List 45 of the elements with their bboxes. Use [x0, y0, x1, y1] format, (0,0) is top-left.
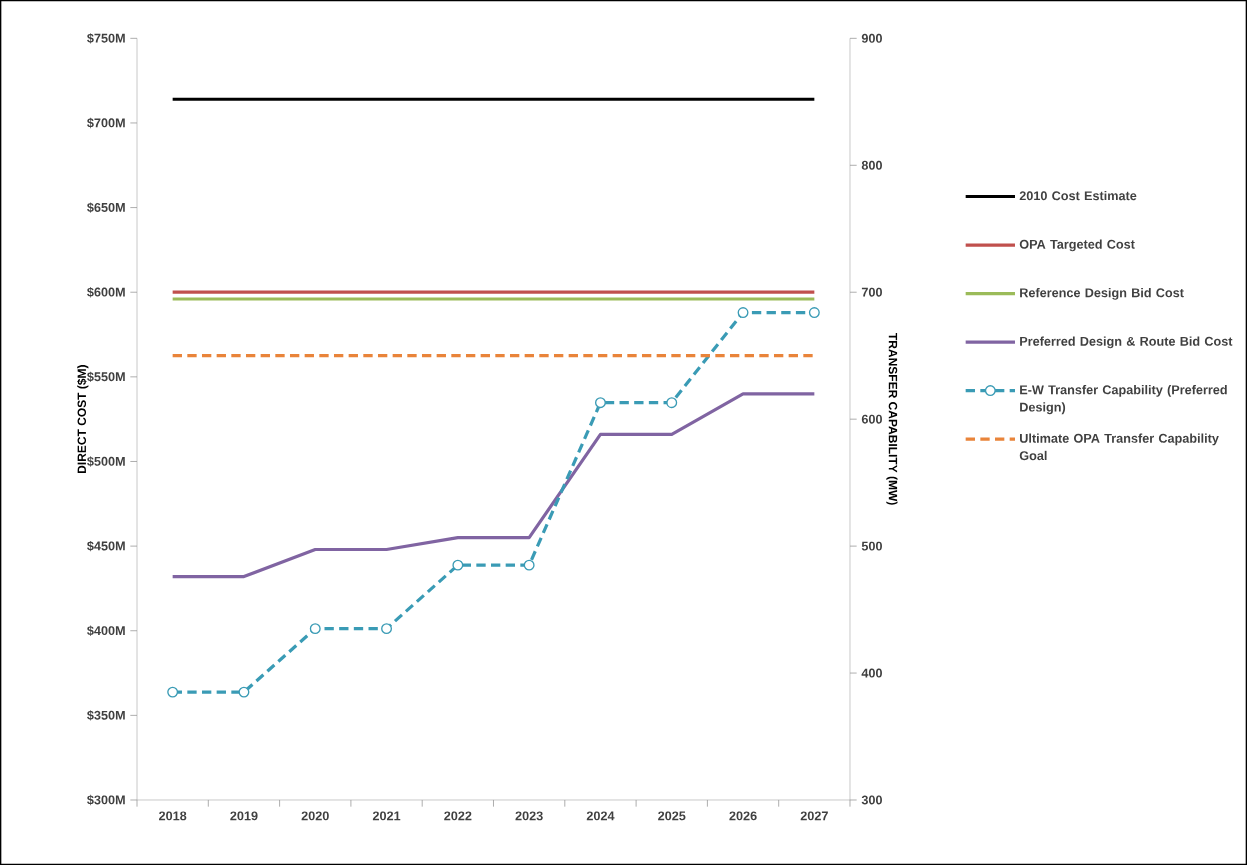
- y2-tick-label: 300: [861, 795, 882, 805]
- point: [238, 686, 250, 698]
- y2-tick-label: 400: [861, 668, 882, 678]
- x-tick-label: 2026: [729, 811, 757, 821]
- y-tick-label: $750M: [87, 33, 125, 44]
- x-tick-label: 2025: [658, 811, 686, 821]
- x-tick-label: 2018: [159, 811, 187, 821]
- y-tick-label: $450M: [87, 540, 125, 552]
- y-tick-label: $700M: [87, 117, 125, 129]
- y2-tick-label: 900: [861, 33, 882, 43]
- y2-axis-title: TRANSFER CAPABILITY (MW): [886, 333, 898, 505]
- point: [309, 623, 321, 635]
- point: [452, 559, 464, 571]
- y2-tick-label: 700: [861, 287, 882, 297]
- point: [381, 623, 393, 635]
- x-tick-label: 2023: [515, 811, 543, 821]
- x-tick-label: 2021: [372, 811, 401, 821]
- point: [666, 397, 678, 409]
- point: [523, 559, 535, 571]
- y-tick-label: $500M: [87, 456, 125, 467]
- y2-tick-label: 500: [861, 541, 882, 551]
- point: [167, 686, 179, 698]
- legend-label: E-W Transfer Capability (Preferred Design): [1020, 384, 1227, 415]
- y-tick-label: $350M: [87, 710, 125, 721]
- y-tick-label: $300M: [87, 794, 125, 806]
- point: [808, 307, 820, 318]
- line-series: [171, 392, 816, 579]
- legend-label: Preferred Design & Route Bid Cost: [1020, 336, 1233, 349]
- x-tick-label: 2024: [586, 811, 615, 821]
- point: [737, 307, 749, 318]
- y-tick-label: $600M: [87, 287, 125, 298]
- point: [594, 397, 606, 409]
- legend-label: Ultimate OPA Transfer Capability Goal: [1019, 433, 1219, 461]
- y-tick-label: $550M: [87, 371, 125, 383]
- y-tick-label: $400M: [87, 625, 125, 636]
- x-tick-label: 2020: [301, 811, 329, 821]
- legend-label: OPA Targeted Cost: [1019, 239, 1135, 252]
- y-tick-label: $650M: [87, 202, 125, 213]
- x-tick-label: 2019: [230, 811, 258, 821]
- x-tick-label: 2022: [444, 811, 472, 821]
- x-tick-label: 2027: [800, 811, 828, 821]
- y2-tick-label: 800: [861, 160, 882, 170]
- legend-label: 2010 Cost Estimate: [1019, 190, 1137, 201]
- y2-tick-label: 600: [861, 414, 882, 424]
- legend-label: Reference Design Bid Cost: [1020, 287, 1184, 300]
